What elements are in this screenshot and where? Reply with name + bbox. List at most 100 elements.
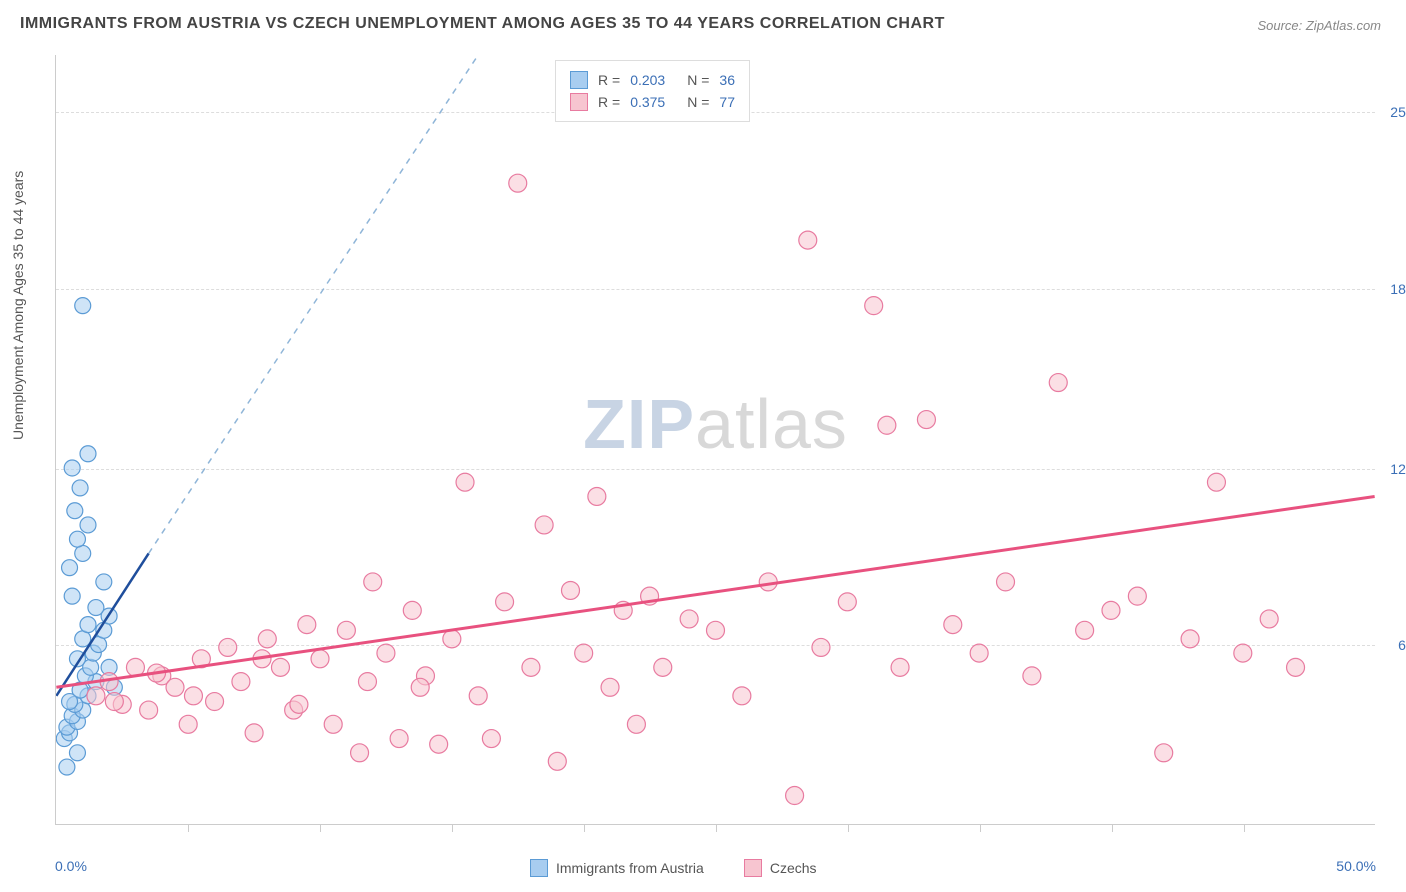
x-axis-max-label: 50.0% xyxy=(1336,858,1376,874)
chart-plot-area: ZIPatlas 6.3%12.5%18.8%25.0% xyxy=(55,55,1375,825)
data-point xyxy=(1181,630,1199,648)
data-point xyxy=(601,678,619,696)
data-point xyxy=(509,174,527,192)
legend-series-label: Czechs xyxy=(770,860,817,876)
x-tick xyxy=(188,824,189,832)
data-point xyxy=(1260,610,1278,628)
y-tick-label: 6.3% xyxy=(1398,637,1406,653)
data-point xyxy=(67,503,83,519)
data-point xyxy=(1287,658,1305,676)
data-point xyxy=(430,735,448,753)
data-point xyxy=(88,600,104,616)
y-tick-label: 18.8% xyxy=(1390,281,1406,297)
legend-swatch xyxy=(570,71,588,89)
data-point xyxy=(337,621,355,639)
x-axis-min-label: 0.0% xyxy=(55,858,87,874)
data-point xyxy=(891,658,909,676)
data-point xyxy=(324,715,342,733)
legend-n-label: N = xyxy=(687,94,709,110)
x-tick xyxy=(584,824,585,832)
data-point xyxy=(87,687,105,705)
x-tick xyxy=(1244,824,1245,832)
legend-n-value: 36 xyxy=(719,72,735,88)
data-point xyxy=(1207,473,1225,491)
data-point xyxy=(1102,601,1120,619)
data-point xyxy=(80,446,96,462)
legend-r-value: 0.375 xyxy=(630,94,665,110)
trend-line xyxy=(56,496,1374,687)
data-point xyxy=(496,593,514,611)
data-point xyxy=(219,638,237,656)
data-point xyxy=(358,673,376,691)
data-point xyxy=(1049,374,1067,392)
scatter-svg xyxy=(56,55,1375,824)
data-point xyxy=(1234,644,1252,662)
data-point xyxy=(59,759,75,775)
data-point xyxy=(72,480,88,496)
data-point xyxy=(917,411,935,429)
data-point xyxy=(944,616,962,634)
data-point xyxy=(75,545,91,561)
legend-series-item: Czechs xyxy=(744,859,817,877)
legend-swatch xyxy=(570,93,588,111)
data-point xyxy=(733,687,751,705)
x-tick xyxy=(980,824,981,832)
data-point xyxy=(799,231,817,249)
data-point xyxy=(69,531,85,547)
data-point xyxy=(411,678,429,696)
data-point xyxy=(258,630,276,648)
data-point xyxy=(1128,587,1146,605)
data-point xyxy=(469,687,487,705)
legend-r-value: 0.203 xyxy=(630,72,665,88)
data-point xyxy=(64,460,80,476)
data-point xyxy=(878,416,896,434)
data-point xyxy=(1076,621,1094,639)
legend-r-label: R = xyxy=(598,72,620,88)
data-point xyxy=(548,752,566,770)
legend-series-item: Immigrants from Austria xyxy=(530,859,704,877)
data-point xyxy=(351,744,369,762)
data-point xyxy=(707,621,725,639)
y-tick-label: 12.5% xyxy=(1390,461,1406,477)
y-axis-label: Unemployment Among Ages 35 to 44 years xyxy=(10,171,26,440)
data-point xyxy=(403,601,421,619)
legend-swatch xyxy=(744,859,762,877)
data-point xyxy=(588,487,606,505)
data-point xyxy=(298,616,316,634)
x-tick xyxy=(1112,824,1113,832)
x-tick xyxy=(716,824,717,832)
legend-swatch xyxy=(530,859,548,877)
data-point xyxy=(64,588,80,604)
data-point xyxy=(1155,744,1173,762)
data-point xyxy=(62,560,78,576)
chart-title: IMMIGRANTS FROM AUSTRIA VS CZECH UNEMPLO… xyxy=(20,15,945,33)
source-attribution: Source: ZipAtlas.com xyxy=(1257,18,1381,33)
x-tick xyxy=(320,824,321,832)
data-point xyxy=(443,630,461,648)
data-point xyxy=(654,658,672,676)
data-point xyxy=(997,573,1015,591)
data-point xyxy=(680,610,698,628)
x-tick xyxy=(848,824,849,832)
legend-correlation-row: R = 0.375 N = 77 xyxy=(570,91,735,113)
data-point xyxy=(232,673,250,691)
data-point xyxy=(522,658,540,676)
data-point xyxy=(364,573,382,591)
data-point xyxy=(206,693,224,711)
data-point xyxy=(482,730,500,748)
data-point xyxy=(179,715,197,733)
legend-n-label: N = xyxy=(687,72,709,88)
data-point xyxy=(80,517,96,533)
data-point xyxy=(1023,667,1041,685)
data-point xyxy=(311,650,329,668)
data-point xyxy=(75,298,91,314)
data-point xyxy=(96,574,112,590)
data-point xyxy=(290,695,308,713)
data-point xyxy=(390,730,408,748)
data-point xyxy=(166,678,184,696)
data-point xyxy=(80,617,96,633)
correlation-legend: R = 0.203 N = 36 R = 0.375 N = 77 xyxy=(555,60,750,122)
data-point xyxy=(271,658,289,676)
trend-line-dashed xyxy=(149,55,479,553)
legend-r-label: R = xyxy=(598,94,620,110)
